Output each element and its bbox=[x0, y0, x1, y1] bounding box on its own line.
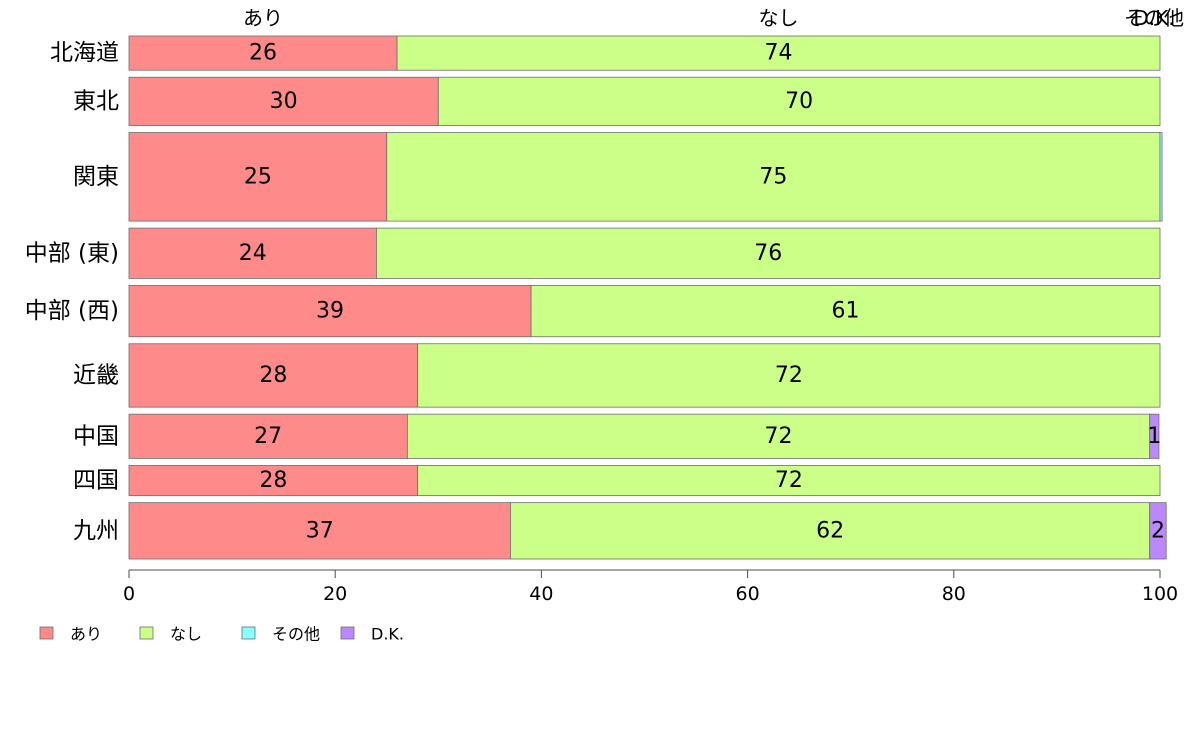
bar-segment bbox=[396, 35, 1161, 71]
bar-value-label: 62 bbox=[816, 518, 844, 543]
x-tick-label: 100 bbox=[1142, 583, 1178, 605]
x-axis: 0 20 40 60 80 100 bbox=[123, 569, 1178, 605]
bar-segment bbox=[417, 343, 1161, 408]
bar-segment bbox=[530, 285, 1161, 338]
x-tick-label: 60 bbox=[736, 583, 760, 605]
legend-label: なし bbox=[170, 625, 202, 644]
bar-segment bbox=[376, 227, 1161, 279]
top-series-label: その他 bbox=[1124, 6, 1184, 30]
bar-value-label: 25 bbox=[244, 164, 272, 189]
legend-label: あり bbox=[70, 625, 102, 644]
x-tick-label: 40 bbox=[529, 583, 553, 605]
bar-value-label: 61 bbox=[832, 299, 860, 324]
bars-group bbox=[128, 35, 1167, 560]
bar-value-label: 72 bbox=[775, 468, 803, 493]
legend-label: D.K. bbox=[371, 625, 404, 644]
bar-value-label: 27 bbox=[254, 424, 282, 449]
top-series-label: なし bbox=[759, 6, 799, 30]
bar-value-label: 76 bbox=[754, 241, 782, 266]
bar-value-label: 30 bbox=[270, 89, 298, 114]
bar-value-label: 26 bbox=[249, 41, 277, 66]
bar-segment bbox=[1149, 502, 1167, 560]
x-tick-label: 80 bbox=[942, 583, 966, 605]
bar-value-label: 2 bbox=[1151, 518, 1165, 543]
bar-segment bbox=[1159, 132, 1163, 222]
legend-swatch bbox=[139, 626, 154, 640]
category-label: 近畿 bbox=[73, 362, 119, 388]
bar-value-label: 72 bbox=[775, 363, 803, 388]
category-label: 東北 bbox=[73, 88, 119, 114]
bar-value-label: 74 bbox=[765, 41, 793, 66]
bar-value-label: 24 bbox=[239, 241, 267, 266]
bar-segment bbox=[1149, 413, 1160, 459]
legend-swatch bbox=[39, 626, 54, 640]
bar-segment bbox=[128, 465, 419, 497]
bar-value-labels: 26 74 30 70 25 75 24 76 39 61 28 72 27 72 1 28 72 37 62 2 bbox=[239, 41, 1165, 544]
category-label: 北海道 bbox=[50, 40, 119, 66]
bar-segment bbox=[128, 285, 532, 338]
category-label: 関東 bbox=[73, 164, 119, 190]
bar-segment bbox=[417, 465, 1161, 497]
bar-value-label: 1 bbox=[1147, 424, 1161, 449]
bar-segment bbox=[128, 132, 388, 222]
bar-value-label: 28 bbox=[259, 468, 287, 493]
category-label: 九州 bbox=[73, 518, 119, 544]
bar-segment bbox=[128, 76, 439, 126]
category-label: 中部 (東) bbox=[25, 240, 119, 266]
legend-swatch bbox=[241, 626, 256, 640]
bar-segment bbox=[386, 132, 1161, 222]
bar-value-label: 28 bbox=[259, 363, 287, 388]
category-label: 中部 (西) bbox=[25, 298, 119, 324]
bar-segment bbox=[128, 35, 398, 71]
top-series-label: D.K. bbox=[1133, 6, 1174, 30]
bar-value-label: 72 bbox=[765, 424, 793, 449]
bar-value-label: 39 bbox=[316, 299, 344, 324]
bar-segment bbox=[128, 343, 419, 408]
x-tick-label: 0 bbox=[123, 583, 135, 605]
legend-swatch bbox=[340, 626, 355, 640]
bar-value-label: 70 bbox=[785, 89, 813, 114]
bar-segment bbox=[128, 227, 377, 279]
legend-label: その他 bbox=[272, 625, 320, 644]
bar-segment bbox=[406, 413, 1151, 459]
bar-value-label: 75 bbox=[759, 164, 787, 189]
category-label: 四国 bbox=[73, 468, 119, 494]
bar-segment bbox=[437, 76, 1161, 126]
legend: あり なし その他 D.K. bbox=[39, 625, 404, 644]
x-tick-label: 20 bbox=[323, 583, 347, 605]
top-series-label: あり bbox=[243, 6, 283, 30]
bar-value-label: 37 bbox=[306, 518, 334, 543]
bar-segment bbox=[128, 502, 511, 560]
category-label: 中国 bbox=[73, 423, 119, 449]
